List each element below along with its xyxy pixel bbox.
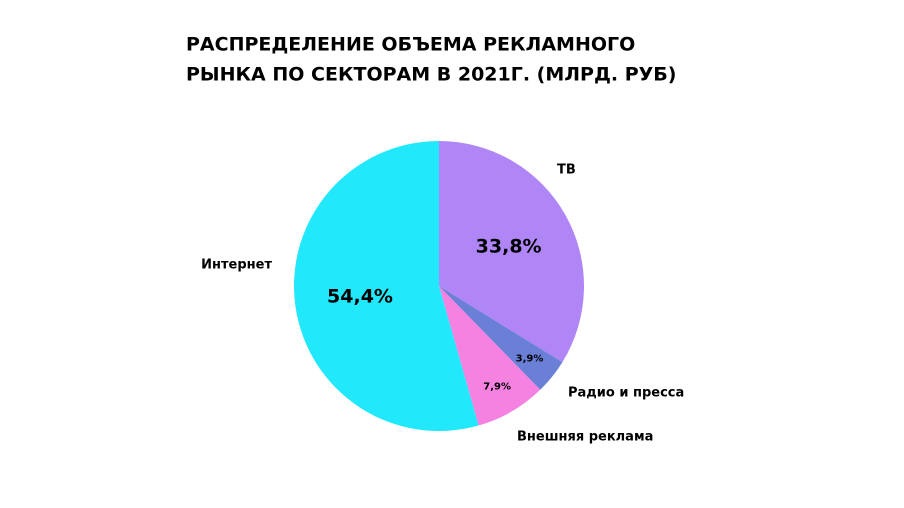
pie-slice (439, 286, 563, 390)
pie-slice (294, 141, 479, 431)
data-label: 3,9% (516, 354, 544, 365)
category-label: Внешняя реклама (517, 430, 653, 445)
data-label: 33,8% (476, 236, 542, 258)
pie-slice (439, 141, 584, 363)
data-label: 54,4% (327, 285, 393, 307)
category-label: Интернет (201, 258, 272, 273)
category-label: ТВ (557, 163, 576, 178)
chart-title: РАСПРЕДЕЛЕНИЕ ОБЪЕМА РЕКЛАМНОГО (186, 34, 635, 56)
pie-slice (439, 286, 541, 426)
chart-title: РЫНКА ПО СЕКТОРАМ В 2021Г. (МЛРД. РУБ) (186, 64, 676, 86)
category-label: Радио и пресса (568, 386, 684, 401)
data-label: 7,9% (483, 381, 511, 392)
